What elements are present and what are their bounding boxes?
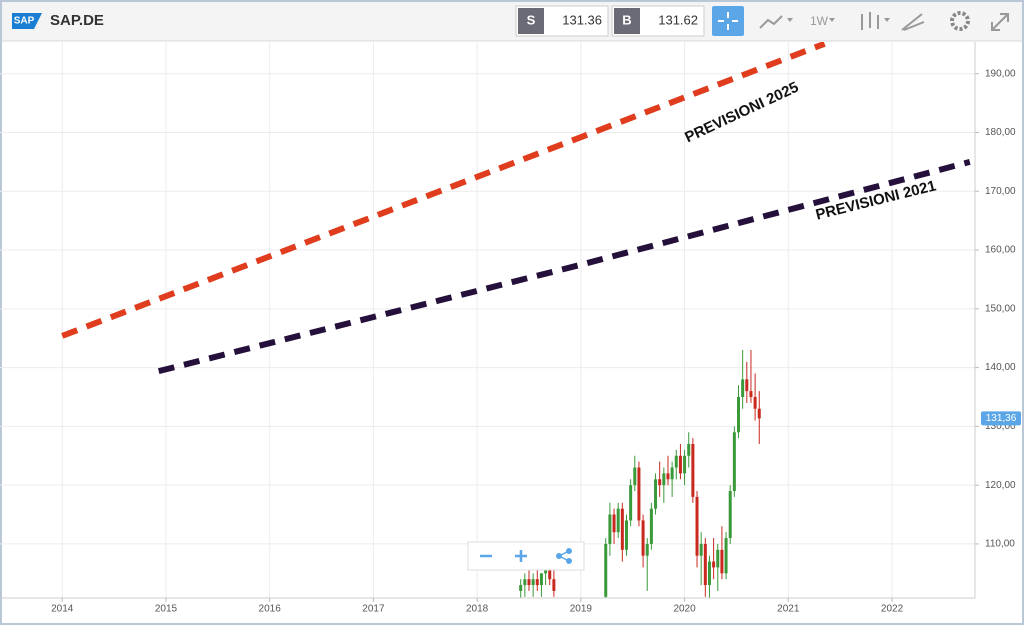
candle-body xyxy=(703,543,707,586)
candle-body xyxy=(732,432,736,492)
axes: 110,00 120,00 130,00 140,00 150,00 160,00 170,… xyxy=(51,68,1016,614)
logo-text: SAP xyxy=(14,16,35,27)
y-tick-label: 120,00 xyxy=(985,480,1016,491)
candle-body xyxy=(649,508,653,544)
candle-body xyxy=(749,391,753,397)
zoom-in[interactable] xyxy=(515,550,527,562)
candle-body xyxy=(612,514,616,533)
candle-body xyxy=(539,573,543,586)
y-tick-label: 170,00 xyxy=(985,186,1016,197)
candle-body xyxy=(624,520,628,550)
last-price-box xyxy=(981,411,1021,426)
candle-body xyxy=(523,579,527,586)
candle-body xyxy=(531,579,535,586)
candle-body xyxy=(678,455,682,474)
chart-type-icon[interactable] xyxy=(759,15,783,29)
candle-body xyxy=(548,567,552,580)
forecast-line xyxy=(61,42,826,339)
draw-icon[interactable] xyxy=(901,13,925,31)
candle-body xyxy=(633,467,637,486)
sell-badge xyxy=(518,8,544,34)
candle-body xyxy=(608,514,612,544)
candle-body xyxy=(637,467,641,521)
toolbar: SAP SAP.DE S 131.36 B 131.62 1W xyxy=(2,2,1022,42)
y-tick-label: 130,00 xyxy=(985,421,1016,432)
candle-body xyxy=(620,508,624,550)
candle-body xyxy=(658,479,662,486)
candle-body xyxy=(695,496,699,556)
x-tick-label: 2014 xyxy=(51,604,74,615)
candle-body xyxy=(745,379,749,392)
candle-body xyxy=(616,508,620,533)
candle-body xyxy=(728,491,732,539)
candle-body xyxy=(757,408,761,419)
candle-body xyxy=(629,485,633,521)
indicators-icon[interactable] xyxy=(861,12,879,30)
x-tick-label: 2021 xyxy=(777,604,800,615)
y-tick-label: 190,00 xyxy=(985,68,1016,79)
x-tick-label: 2016 xyxy=(259,604,282,615)
candle-body xyxy=(716,549,720,568)
candle-body xyxy=(670,467,674,480)
share[interactable] xyxy=(556,548,572,564)
dropdown-arrow xyxy=(884,18,890,22)
candle-body xyxy=(707,561,711,586)
crosshair-button[interactable] xyxy=(712,6,744,36)
y-tick-label: 140,00 xyxy=(985,362,1016,373)
candle-body xyxy=(741,379,745,397)
dropdown-arrow xyxy=(829,18,835,22)
zoom-controls xyxy=(467,541,585,571)
y-tick-label: 110,00 xyxy=(985,539,1015,550)
candle-body xyxy=(645,543,649,556)
fullscreen-icon[interactable] xyxy=(991,13,1009,31)
candle-body xyxy=(527,579,531,586)
x-tick-label: 2019 xyxy=(570,604,593,615)
y-tick-label: 180,00 xyxy=(985,127,1016,138)
buy-label: B xyxy=(622,12,631,27)
candle-body xyxy=(666,473,670,480)
candle-body xyxy=(720,549,724,574)
candle-body xyxy=(683,455,687,474)
candle-body xyxy=(604,543,608,597)
sell-price: 131.36 xyxy=(562,12,602,27)
candle-body xyxy=(724,538,728,574)
candle-body xyxy=(712,561,716,568)
candle-body xyxy=(674,455,678,468)
symbol: SAP.DE xyxy=(50,12,104,29)
toolbar-bg xyxy=(2,2,1022,41)
candle-body xyxy=(552,579,556,591)
logo xyxy=(12,13,42,29)
buy-price: 131.62 xyxy=(658,12,698,27)
sell-label: S xyxy=(527,12,536,27)
x-tick-label: 2015 xyxy=(155,604,178,615)
candle-body xyxy=(687,444,691,456)
dropdown-arrow xyxy=(787,18,793,22)
candle-body xyxy=(662,473,666,486)
candle-body xyxy=(699,543,703,556)
forecast-line xyxy=(157,158,971,375)
interval[interactable]: 1W xyxy=(810,14,829,28)
x-tick-label: 2017 xyxy=(362,604,385,615)
settings-icon[interactable] xyxy=(950,11,970,31)
candle-body xyxy=(654,479,658,509)
plot xyxy=(61,42,971,598)
candle-body xyxy=(535,579,539,586)
candle-body xyxy=(519,585,523,591)
candle-body xyxy=(691,444,695,497)
x-tick-label: 2020 xyxy=(673,604,696,615)
crosshair-icon xyxy=(718,12,738,30)
y-tick-label: 160,00 xyxy=(985,245,1016,256)
x-tick-label: 2022 xyxy=(881,604,904,615)
buy-badge xyxy=(614,8,640,34)
candle-body xyxy=(737,396,741,433)
y-tick-label: 150,00 xyxy=(985,303,1016,314)
x-tick-label: 2018 xyxy=(466,604,489,615)
candle-body xyxy=(753,396,757,409)
candle-body xyxy=(641,520,645,556)
last-price-label: 131,36 xyxy=(986,413,1017,424)
